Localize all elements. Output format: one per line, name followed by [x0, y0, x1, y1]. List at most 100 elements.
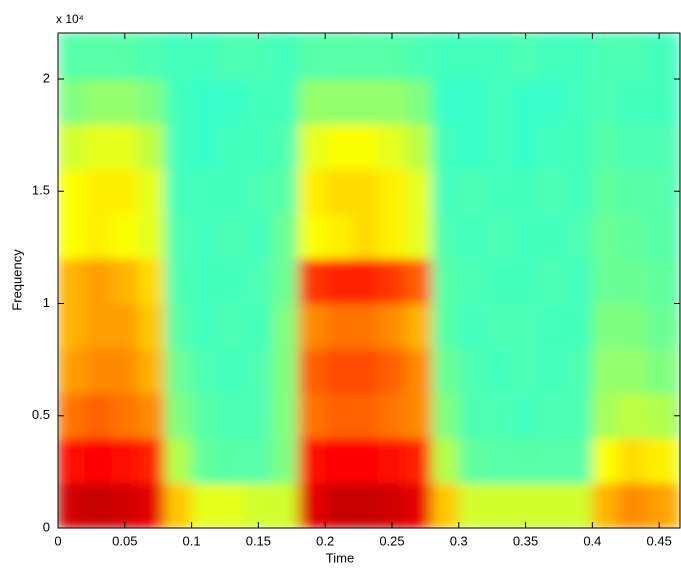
- spectrogram-cell: [618, 213, 647, 260]
- spectrogram-cell: [645, 482, 674, 528]
- spectrogram-cell: [84, 213, 112, 260]
- spectrogram-cell: [511, 437, 540, 484]
- spectrogram-cell: [431, 213, 460, 260]
- spectrogram-cell: [84, 33, 112, 80]
- spectrogram-cell: [244, 168, 273, 215]
- spectrogram-cell: [431, 168, 460, 215]
- spectrogram-cell: [84, 482, 112, 528]
- spectrogram-cell: [217, 213, 246, 260]
- spectrogram-cell: [538, 347, 567, 394]
- spectrogram-cell: [591, 33, 620, 35]
- spectrogram-cell: [297, 33, 326, 80]
- spectrogram-cell: [591, 213, 620, 260]
- spectrogram-cell: [271, 33, 299, 35]
- spectrogram-cell: [297, 33, 326, 35]
- spectrogram-cell: [511, 482, 540, 528]
- spectrogram-cell: [378, 303, 406, 349]
- spectrogram-cell: [538, 78, 567, 125]
- spectrogram-cell: [271, 392, 299, 439]
- spectrogram-cell: [431, 33, 460, 80]
- spectrogram-cell: [378, 78, 406, 125]
- spectrogram-cell: [458, 437, 486, 484]
- spectrogram-cell: [324, 168, 353, 215]
- spectrogram-cell: [378, 482, 406, 528]
- spectrogram-cell: [538, 213, 567, 260]
- spectrogram-area: [58, 33, 680, 528]
- spectrogram-cell: [511, 258, 540, 305]
- spectrogram-cell: [458, 33, 486, 35]
- spectrogram-cell: [538, 303, 567, 349]
- spectrogram-cell: [84, 347, 112, 394]
- spectrogram-cell: [137, 347, 166, 394]
- spectrogram-cell: [645, 123, 674, 170]
- spectrogram-cell: [484, 33, 513, 35]
- spectrogram-cell: [645, 303, 674, 349]
- spectrogram-cell: [164, 123, 193, 170]
- spectrogram-cell: [164, 33, 193, 35]
- spectrogram-cell: [404, 303, 433, 349]
- spectrogram-cell: [84, 123, 112, 170]
- spectrogram-cell: [324, 33, 353, 35]
- y-tick-label: 0: [43, 519, 50, 534]
- spectrogram-cell: [458, 392, 486, 439]
- spectrogram-cell: [351, 437, 380, 484]
- spectrogram-cell: [244, 213, 273, 260]
- spectrogram-cell: [164, 258, 193, 305]
- spectrogram-cell: [672, 213, 680, 260]
- spectrogram-cell: [618, 303, 647, 349]
- spectrogram-cell: [244, 437, 273, 484]
- spectrogram-cell: [672, 437, 680, 484]
- spectrogram-cell: [110, 168, 139, 215]
- spectrogram-cell: [618, 258, 647, 305]
- spectrogram-cell: [137, 258, 166, 305]
- spectrogram-cell: [511, 347, 540, 394]
- spectrogram-cell: [591, 437, 620, 484]
- spectrogram-cell: [217, 303, 246, 349]
- spectrogram-cell: [110, 303, 139, 349]
- spectrogram-cell: [538, 258, 567, 305]
- spectrogram-cell: [297, 482, 326, 528]
- spectrogram-cell: [58, 123, 86, 170]
- spectrogram-cell: [484, 168, 513, 215]
- spectrogram-cell: [191, 33, 219, 80]
- spectrogram-cell: [484, 213, 513, 260]
- spectrogram-cell: [191, 168, 219, 215]
- spectrogram-cell: [565, 437, 593, 484]
- x-tick-label: 0.25: [379, 533, 404, 548]
- spectrogram-cell: [110, 258, 139, 305]
- y-axis-label: Frequency: [9, 249, 24, 311]
- spectrogram-cell: [137, 33, 166, 80]
- spectrogram-cell: [271, 33, 299, 80]
- spectrogram-cell: [484, 33, 513, 80]
- spectrogram-cell: [58, 482, 86, 528]
- spectrogram-cell: [484, 437, 513, 484]
- spectrogram-cell: [271, 437, 299, 484]
- spectrogram-cell: [351, 78, 380, 125]
- spectrogram-cell: [672, 33, 680, 80]
- spectrogram-cell: [58, 303, 86, 349]
- spectrogram-cell: [110, 213, 139, 260]
- spectrogram-cell: [110, 347, 139, 394]
- spectrogram-cell: [324, 303, 353, 349]
- spectrogram-cell: [351, 33, 380, 35]
- spectrogram-cell: [84, 78, 112, 125]
- spectrogram-cell: [484, 347, 513, 394]
- x-tick-label: 0.15: [246, 533, 271, 548]
- spectrogram-cell: [351, 33, 380, 80]
- spectrogram-cell: [672, 123, 680, 170]
- spectrogram-cell: [511, 303, 540, 349]
- spectrogram-cell: [672, 78, 680, 125]
- spectrogram-cell: [591, 392, 620, 439]
- spectrogram-cell: [431, 78, 460, 125]
- spectrogram-cell: [84, 258, 112, 305]
- y-tick-label: 0.5: [32, 407, 50, 422]
- spectrogram-cell: [217, 123, 246, 170]
- spectrogram-cell: [645, 168, 674, 215]
- spectrogram-cell: [217, 482, 246, 528]
- spectrogram-cell: [618, 33, 647, 35]
- spectrogram-cell: [511, 78, 540, 125]
- spectrogram-cell: [137, 392, 166, 439]
- spectrogram-cell: [351, 258, 380, 305]
- spectrogram-cell: [618, 33, 647, 80]
- spectrogram-cell: [271, 258, 299, 305]
